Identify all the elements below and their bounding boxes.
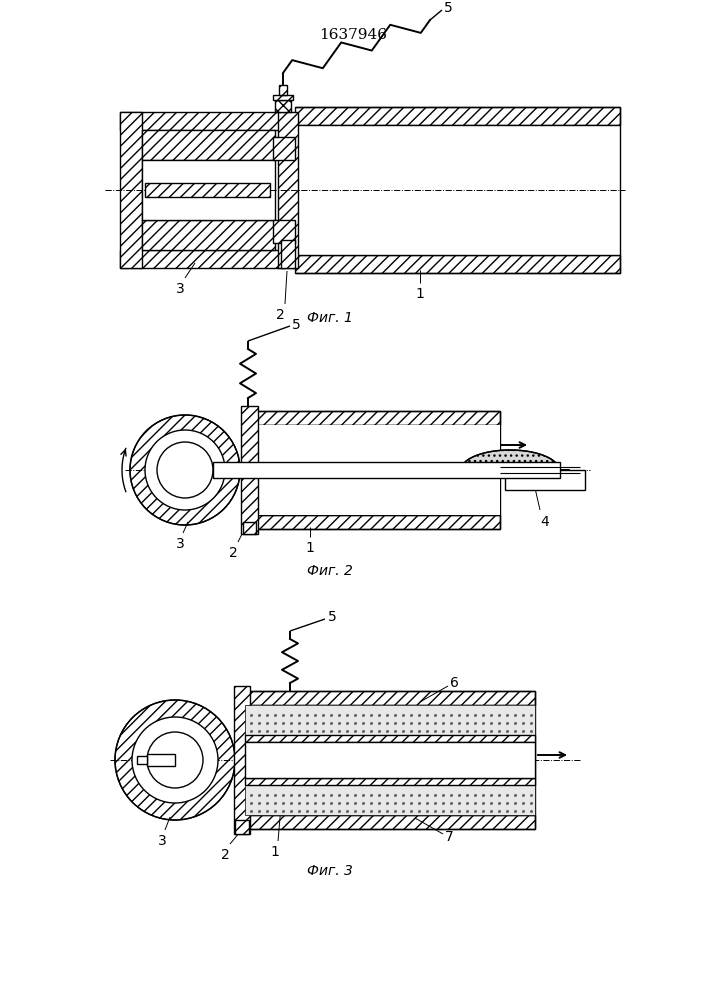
Text: 2: 2 xyxy=(221,848,229,862)
Bar xyxy=(255,411,500,425)
Bar xyxy=(245,691,535,705)
Text: 5: 5 xyxy=(444,1,452,15)
Bar xyxy=(279,85,287,95)
Bar xyxy=(245,705,535,735)
Polygon shape xyxy=(461,450,570,470)
Bar xyxy=(295,125,620,255)
Bar xyxy=(255,425,500,515)
Text: Фиг. 1: Фиг. 1 xyxy=(307,311,353,325)
Bar xyxy=(120,250,285,268)
Text: 7: 7 xyxy=(445,830,454,844)
Circle shape xyxy=(147,732,203,788)
Bar xyxy=(295,255,620,273)
Text: 1: 1 xyxy=(416,287,424,301)
Text: 3: 3 xyxy=(175,282,185,296)
Bar xyxy=(245,785,535,815)
Bar xyxy=(142,160,275,220)
Text: 3: 3 xyxy=(175,537,185,551)
Bar xyxy=(241,406,258,534)
Bar xyxy=(245,778,535,785)
Text: 1: 1 xyxy=(305,541,315,555)
Bar xyxy=(245,705,535,815)
Bar xyxy=(505,470,585,490)
Text: 5: 5 xyxy=(328,610,337,624)
Text: 1: 1 xyxy=(271,845,279,859)
Bar xyxy=(120,112,285,130)
Bar xyxy=(142,220,275,250)
Circle shape xyxy=(132,717,218,803)
Bar xyxy=(275,100,291,112)
Bar xyxy=(213,462,560,478)
Bar xyxy=(137,756,147,764)
Bar xyxy=(245,742,535,778)
Bar xyxy=(147,754,175,766)
Text: 6: 6 xyxy=(450,676,459,690)
Text: 4: 4 xyxy=(541,515,549,529)
Bar xyxy=(278,112,298,268)
Text: 3: 3 xyxy=(158,834,166,848)
Bar xyxy=(295,107,620,125)
Bar xyxy=(145,183,270,197)
Bar xyxy=(273,220,295,243)
Bar xyxy=(273,95,293,100)
Bar xyxy=(120,112,142,268)
Text: 2: 2 xyxy=(228,546,238,560)
Bar xyxy=(281,240,295,268)
Circle shape xyxy=(157,442,213,498)
Bar xyxy=(142,130,275,160)
Bar xyxy=(245,735,535,742)
Bar xyxy=(245,815,535,829)
Bar xyxy=(255,515,500,529)
Text: Фиг. 2: Фиг. 2 xyxy=(307,564,353,578)
Bar xyxy=(273,137,295,160)
Circle shape xyxy=(145,430,225,510)
Text: 5: 5 xyxy=(292,318,300,332)
Bar xyxy=(235,820,249,834)
Text: 2: 2 xyxy=(276,308,284,322)
Bar xyxy=(234,686,250,834)
Text: Фиг. 3: Фиг. 3 xyxy=(307,864,353,878)
Bar xyxy=(243,522,256,534)
Text: 1637946: 1637946 xyxy=(319,28,387,42)
